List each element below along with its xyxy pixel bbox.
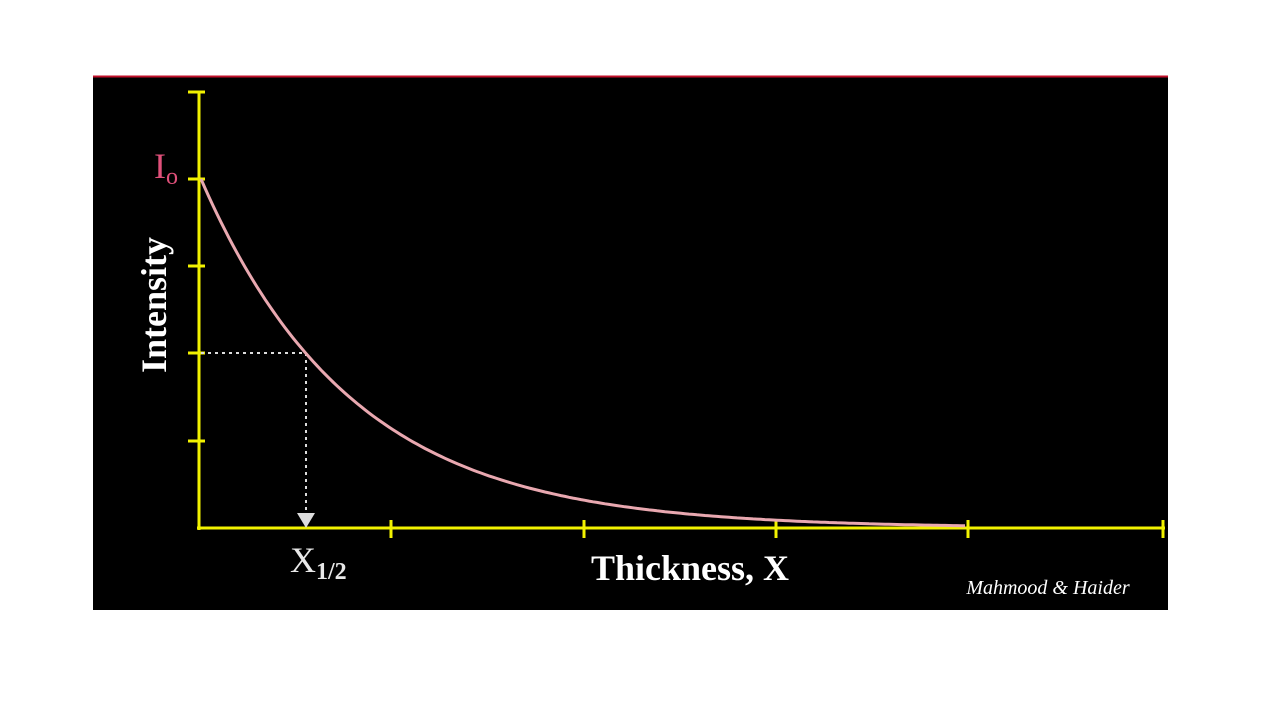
top-value-label: Io: [154, 146, 178, 190]
symbol: X: [290, 540, 316, 580]
subscript: o: [166, 164, 178, 190]
slide-panel: [93, 76, 1168, 610]
symbol: I: [154, 146, 166, 186]
guide-arrowhead: [297, 513, 315, 528]
marker-label: X1/2: [290, 540, 347, 585]
half-value-guides: [201, 352, 307, 514]
credit: Mahmood & Haider: [965, 577, 1130, 599]
decay-curve: [199, 178, 965, 528]
y-axis-label: Intensity: [134, 237, 174, 373]
axes: [188, 90, 1165, 538]
subscript: 1/2: [316, 559, 347, 585]
x-axis-label: Thickness, X: [591, 548, 789, 588]
